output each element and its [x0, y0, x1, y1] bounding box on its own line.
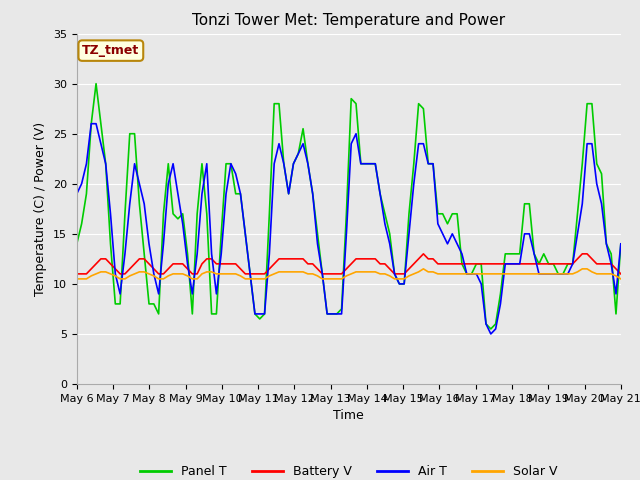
Panel T: [92, 81, 100, 86]
Air T: [140, 201, 148, 207]
Battery V: [222, 261, 230, 267]
Title: Tonzi Tower Met: Temperature and Power: Tonzi Tower Met: Temperature and Power: [192, 13, 506, 28]
Solar V: [285, 269, 292, 275]
Solar V: [429, 269, 437, 275]
Air T: [429, 161, 437, 167]
Air T: [289, 161, 297, 167]
Battery V: [285, 256, 292, 262]
Solar V: [227, 271, 235, 277]
Y-axis label: Temperature (C) / Power (V): Temperature (C) / Power (V): [35, 122, 47, 296]
Panel T: [227, 161, 235, 167]
Line: Battery V: Battery V: [77, 254, 621, 274]
Battery V: [492, 261, 499, 267]
Solar V: [222, 271, 230, 277]
Solar V: [617, 276, 625, 282]
Solar V: [73, 276, 81, 282]
Panel T: [232, 191, 239, 197]
Air T: [487, 331, 495, 337]
Air T: [497, 301, 504, 307]
Panel T: [140, 251, 148, 257]
Air T: [617, 241, 625, 247]
Battery V: [227, 261, 235, 267]
Line: Air T: Air T: [77, 124, 621, 334]
X-axis label: Time: Time: [333, 409, 364, 422]
Panel T: [429, 161, 437, 167]
Line: Solar V: Solar V: [77, 269, 621, 279]
Air T: [73, 191, 81, 197]
Panel T: [487, 326, 495, 332]
Battery V: [136, 256, 143, 262]
Air T: [88, 121, 95, 127]
Legend: Panel T, Battery V, Air T, Solar V: Panel T, Battery V, Air T, Solar V: [135, 460, 563, 480]
Text: TZ_tmet: TZ_tmet: [82, 44, 140, 57]
Air T: [232, 171, 239, 177]
Solar V: [136, 269, 143, 275]
Solar V: [420, 266, 428, 272]
Panel T: [497, 291, 504, 297]
Solar V: [492, 271, 499, 277]
Panel T: [73, 241, 81, 247]
Panel T: [289, 161, 297, 167]
Line: Panel T: Panel T: [77, 84, 621, 329]
Battery V: [73, 271, 81, 277]
Air T: [227, 161, 235, 167]
Battery V: [429, 256, 437, 262]
Battery V: [420, 251, 428, 257]
Battery V: [617, 271, 625, 277]
Panel T: [617, 241, 625, 247]
